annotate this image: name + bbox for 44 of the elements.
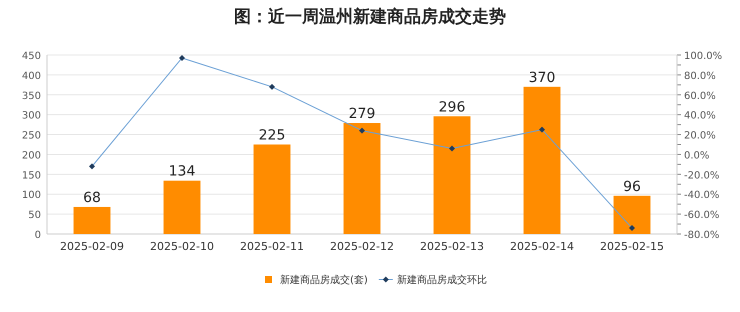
- y2-tick-label: 60.0%: [684, 90, 716, 102]
- y-tick-label: 250: [22, 130, 41, 142]
- x-tick-label: 2025-02-14: [510, 240, 574, 253]
- legend-label: 新建商品房成交(套): [280, 274, 368, 286]
- y2-tick-label: 0.0%: [684, 150, 710, 162]
- y-tick-label: 350: [22, 90, 41, 102]
- x-tick-label: 2025-02-10: [150, 240, 214, 253]
- x-tick-label: 2025-02-12: [330, 240, 394, 253]
- legend-label: 新建商品房成交环比: [396, 274, 487, 286]
- x-tick-label: 2025-02-15: [600, 240, 664, 253]
- y-tick-label: 50: [28, 210, 41, 222]
- bar: [344, 123, 380, 234]
- x-tick-label: 2025-02-13: [420, 240, 484, 253]
- y-tick-label: 0: [34, 230, 41, 241]
- chart-title: 图：近一周温州新建商品房成交走势: [234, 7, 506, 27]
- data-label: 370: [528, 70, 556, 86]
- y2-tick-label: -20.0%: [684, 170, 720, 182]
- y2-tick-label: -40.0%: [684, 190, 720, 202]
- y-tick-label: 400: [22, 70, 41, 82]
- bar: [74, 206, 110, 234]
- y-tick-label: 300: [22, 110, 41, 122]
- data-label: 296: [438, 99, 466, 116]
- data-label: 68: [83, 190, 101, 206]
- y2-tick-label: -60.0%: [684, 210, 720, 222]
- bar: [164, 180, 200, 234]
- bar: [434, 116, 470, 234]
- y-tick-label: 450: [22, 51, 41, 62]
- x-tick-label: 2025-02-11: [240, 240, 304, 253]
- y2-tick-label: 80.0%: [684, 70, 716, 82]
- bar: [524, 86, 560, 234]
- data-label: 134: [168, 164, 196, 180]
- x-tick-label: 2025-02-09: [60, 240, 124, 253]
- y-tick-label: 200: [22, 150, 41, 162]
- y-tick-label: 100: [22, 190, 41, 202]
- bar: [614, 196, 650, 234]
- y-tick-label: 150: [22, 170, 41, 182]
- y2-tick-label: -80.0%: [684, 230, 720, 241]
- bar: [254, 144, 290, 234]
- y2-tick-label: 20.0%: [684, 130, 716, 142]
- data-label: 225: [258, 128, 286, 144]
- y2-tick-label: 100.0%: [684, 51, 722, 62]
- data-label: 96: [623, 178, 641, 195]
- y2-tick-label: 40.0%: [684, 110, 716, 122]
- data-label: 279: [348, 106, 376, 122]
